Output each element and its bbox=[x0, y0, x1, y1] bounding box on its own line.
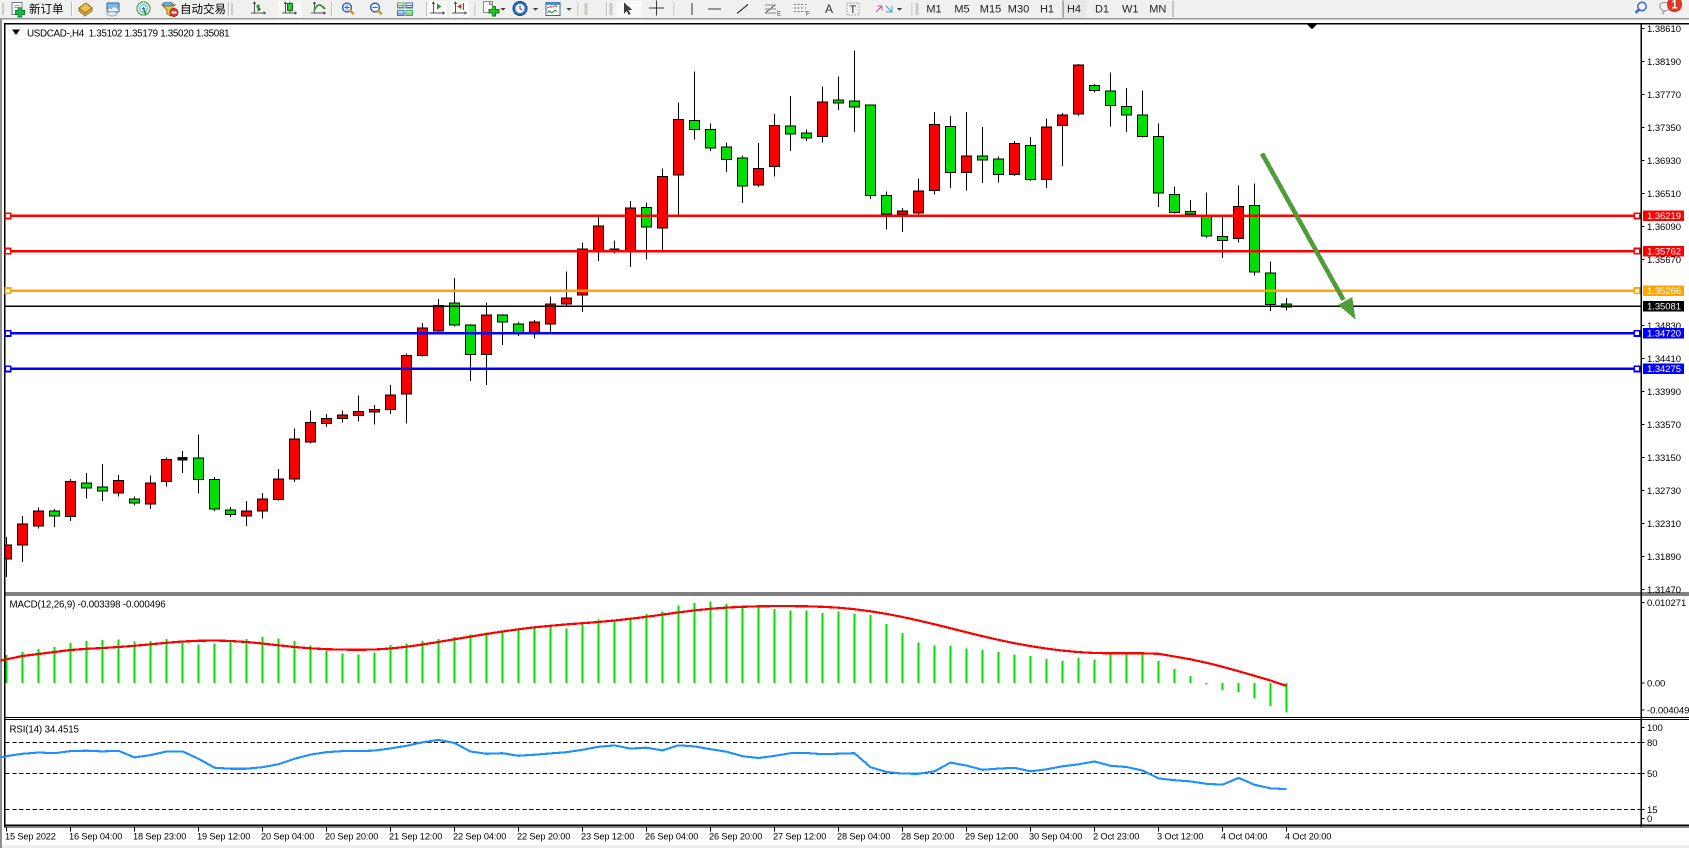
svg-text:USDCAD-,H4 1.35102 1.35179 1.: USDCAD-,H4 1.35102 1.35179 1.35020 1.350… bbox=[27, 28, 229, 39]
svg-text:21 Sep 12:00: 21 Sep 12:00 bbox=[389, 831, 442, 841]
svg-text:0.00: 0.00 bbox=[1647, 678, 1665, 689]
svg-text:28 Sep 20:00: 28 Sep 20:00 bbox=[901, 831, 954, 841]
svg-text:1.33150: 1.33150 bbox=[1647, 453, 1681, 464]
svg-text:F: F bbox=[806, 12, 810, 18]
svg-text:15: 15 bbox=[1647, 805, 1657, 816]
svg-text:1.31470: 1.31470 bbox=[1647, 585, 1681, 596]
svg-text:E: E bbox=[777, 12, 781, 18]
svg-text:27 Sep 12:00: 27 Sep 12:00 bbox=[773, 831, 826, 841]
svg-text:1.34275: 1.34275 bbox=[1647, 364, 1681, 375]
svg-text:1.32310: 1.32310 bbox=[1647, 519, 1681, 530]
svg-text:1.35081: 1.35081 bbox=[1647, 302, 1681, 313]
svg-text:1.37770: 1.37770 bbox=[1647, 90, 1681, 101]
svg-text:1.34410: 1.34410 bbox=[1647, 354, 1681, 365]
svg-text:22 Sep 04:00: 22 Sep 04:00 bbox=[453, 831, 506, 841]
svg-text:20 Sep 20:00: 20 Sep 20:00 bbox=[325, 831, 378, 841]
svg-text:22 Sep 20:00: 22 Sep 20:00 bbox=[517, 831, 570, 841]
svg-text:1.32730: 1.32730 bbox=[1647, 486, 1681, 497]
svg-text:30 Sep 04:00: 30 Sep 04:00 bbox=[1029, 831, 1082, 841]
svg-text:1.35762: 1.35762 bbox=[1647, 247, 1681, 258]
svg-text:20 Sep 04:00: 20 Sep 04:00 bbox=[261, 831, 314, 841]
svg-text:1.36930: 1.36930 bbox=[1647, 156, 1681, 167]
svg-text:1.33570: 1.33570 bbox=[1647, 420, 1681, 431]
svg-text:H4: H4 bbox=[1067, 4, 1081, 16]
svg-text:1.34720: 1.34720 bbox=[1647, 329, 1681, 340]
svg-text:MN: MN bbox=[1149, 4, 1166, 16]
svg-text:1.36219: 1.36219 bbox=[1647, 211, 1681, 222]
svg-text:2 Oct 23:00: 2 Oct 23:00 bbox=[1093, 831, 1139, 841]
svg-text:MACD(12,26,9) -0.003398 -0.000: MACD(12,26,9) -0.003398 -0.000496 bbox=[10, 599, 166, 610]
svg-text:A: A bbox=[825, 2, 833, 16]
svg-text:1: 1 bbox=[1671, 0, 1678, 12]
svg-text:M30: M30 bbox=[1008, 4, 1029, 16]
svg-text:0.010271: 0.010271 bbox=[1647, 598, 1686, 609]
svg-text:0: 0 bbox=[1647, 814, 1652, 825]
svg-text:M15: M15 bbox=[980, 4, 1001, 16]
svg-text:16 Sep 04:00: 16 Sep 04:00 bbox=[69, 831, 122, 841]
svg-text:1.38190: 1.38190 bbox=[1647, 57, 1681, 68]
svg-text:H1: H1 bbox=[1040, 4, 1054, 16]
svg-text:-0.004049: -0.004049 bbox=[1647, 705, 1689, 716]
svg-text:4 Oct 04:00: 4 Oct 04:00 bbox=[1221, 831, 1267, 841]
svg-text:M1: M1 bbox=[926, 4, 941, 16]
svg-text:1.37350: 1.37350 bbox=[1647, 123, 1681, 134]
svg-text:80: 80 bbox=[1647, 738, 1657, 749]
svg-text:M5: M5 bbox=[954, 4, 969, 16]
svg-text:1.33990: 1.33990 bbox=[1647, 387, 1681, 398]
svg-text:4 Oct 20:00: 4 Oct 20:00 bbox=[1285, 831, 1331, 841]
svg-text:T: T bbox=[850, 4, 857, 16]
svg-text:1.36090: 1.36090 bbox=[1647, 222, 1681, 233]
svg-text:自动交易: 自动交易 bbox=[180, 2, 226, 16]
svg-text:50: 50 bbox=[1647, 769, 1657, 780]
svg-text:28 Sep 04:00: 28 Sep 04:00 bbox=[837, 831, 890, 841]
svg-text:3 Oct 12:00: 3 Oct 12:00 bbox=[1157, 831, 1203, 841]
svg-text:1.35266: 1.35266 bbox=[1647, 286, 1681, 297]
svg-text:26 Sep 04:00: 26 Sep 04:00 bbox=[645, 831, 698, 841]
svg-text:26 Sep 20:00: 26 Sep 20:00 bbox=[709, 831, 762, 841]
svg-text:1.31890: 1.31890 bbox=[1647, 552, 1681, 563]
svg-text:100: 100 bbox=[1647, 723, 1663, 734]
svg-text:RSI(14) 34.4515: RSI(14) 34.4515 bbox=[10, 724, 79, 735]
svg-text:1.36510: 1.36510 bbox=[1647, 189, 1681, 200]
svg-text:W1: W1 bbox=[1122, 4, 1139, 16]
svg-text:23 Sep 12:00: 23 Sep 12:00 bbox=[581, 831, 634, 841]
svg-text:1.35670: 1.35670 bbox=[1647, 255, 1681, 266]
svg-text:1.34830: 1.34830 bbox=[1647, 321, 1681, 332]
svg-text:D1: D1 bbox=[1095, 4, 1109, 16]
svg-text:18 Sep 23:00: 18 Sep 23:00 bbox=[133, 831, 186, 841]
svg-text:新订单: 新订单 bbox=[29, 2, 64, 16]
svg-text:15 Sep 2022: 15 Sep 2022 bbox=[5, 831, 56, 841]
svg-text:29 Sep 12:00: 29 Sep 12:00 bbox=[965, 831, 1018, 841]
svg-text:19 Sep 12:00: 19 Sep 12:00 bbox=[197, 831, 250, 841]
svg-text:1.38610: 1.38610 bbox=[1647, 24, 1681, 35]
